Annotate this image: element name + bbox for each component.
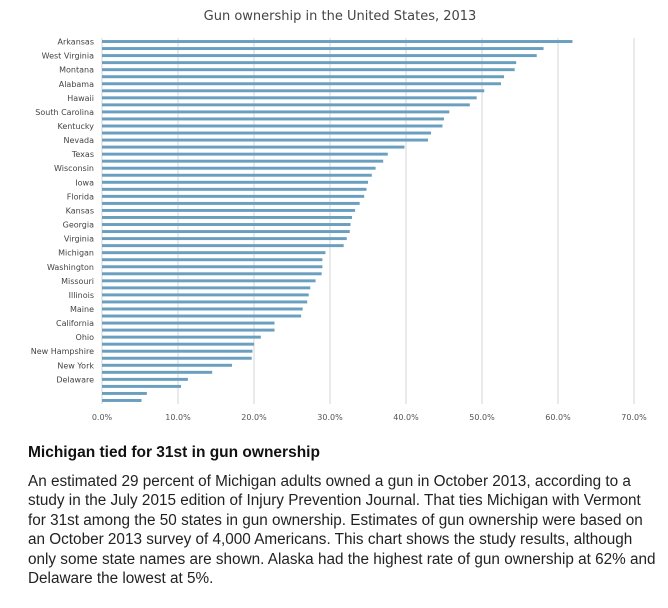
category-label: Washington xyxy=(47,263,94,272)
category-label: California xyxy=(56,319,94,328)
x-tick-label: 10.0% xyxy=(165,413,191,422)
bar xyxy=(102,145,405,149)
bar xyxy=(102,370,213,374)
bar xyxy=(102,244,344,248)
bar xyxy=(102,159,384,163)
x-tick-label: 40.0% xyxy=(393,413,419,422)
bar xyxy=(102,342,254,346)
bar xyxy=(102,300,308,304)
category-label: South Carolina xyxy=(35,108,94,117)
category-label: Missouri xyxy=(61,277,94,286)
bar xyxy=(102,293,309,297)
bar xyxy=(102,286,311,290)
bar xyxy=(102,131,432,135)
bar xyxy=(102,251,326,255)
category-label: Michigan xyxy=(58,249,94,258)
bar xyxy=(102,391,147,395)
x-tick-label: 20.0% xyxy=(241,413,267,422)
bar xyxy=(102,265,323,269)
bar xyxy=(102,103,470,107)
bar xyxy=(102,75,505,79)
category-label: Georgia xyxy=(63,221,94,230)
bar xyxy=(102,96,477,100)
bar xyxy=(102,314,302,318)
bar xyxy=(102,230,350,234)
bar xyxy=(102,356,252,360)
category-label: Ohio xyxy=(76,333,95,342)
bar xyxy=(102,279,316,283)
bar xyxy=(102,328,275,332)
category-label: New Hampshire xyxy=(31,347,94,356)
category-label: Maine xyxy=(70,305,94,314)
category-label: Delaware xyxy=(56,375,94,384)
bar xyxy=(102,194,365,198)
gridlines xyxy=(101,38,635,404)
bar xyxy=(102,54,537,58)
category-label: Alabama xyxy=(59,80,94,89)
category-label: Florida xyxy=(67,192,94,201)
x-tick-label: 50.0% xyxy=(469,413,495,422)
bar xyxy=(102,173,372,177)
bar xyxy=(102,166,376,170)
bar xyxy=(102,180,368,184)
category-label: Iowa xyxy=(75,178,94,187)
bar xyxy=(102,363,232,367)
bar xyxy=(102,321,275,325)
bar xyxy=(102,201,360,205)
bar xyxy=(102,82,501,86)
category-label: Texas xyxy=(71,150,94,159)
category-label: Hawaii xyxy=(67,94,94,103)
bar xyxy=(102,377,188,381)
gun-ownership-chart: Gun ownership in the United States, 2013… xyxy=(31,9,647,422)
bar xyxy=(102,152,388,156)
bar xyxy=(102,258,323,262)
category-label: Wisconsin xyxy=(54,164,94,173)
bar xyxy=(102,110,450,114)
category-label: Montana xyxy=(59,66,94,75)
bar xyxy=(102,138,429,142)
x-tick-label: 60.0% xyxy=(545,413,571,422)
bar xyxy=(102,237,347,241)
x-tick-label: 0.0% xyxy=(92,413,113,422)
category-label: Nevada xyxy=(63,136,94,145)
bar xyxy=(102,307,303,311)
chart-title: Gun ownership in the United States, 2013 xyxy=(204,9,477,24)
bar xyxy=(102,89,485,93)
category-label: West Virginia xyxy=(42,52,94,61)
bars xyxy=(102,40,573,402)
x-axis-ticks: 0.0% 10.0% 20.0% 30.0% 40.0% 50.0% 60.0% 70.0% xyxy=(92,413,647,422)
bar xyxy=(102,216,353,219)
bar xyxy=(102,47,544,51)
category-label: Illinois xyxy=(69,291,94,300)
category-labels: Arkansas West Virginia Montana Alabama Hawai… xyxy=(31,38,95,385)
bar xyxy=(102,40,573,43)
bar xyxy=(102,124,443,128)
bar xyxy=(102,399,142,402)
bar xyxy=(102,187,367,191)
category-label: Kansas xyxy=(66,206,94,215)
category-label: Kentucky xyxy=(57,122,94,131)
article-body: An estimated 29 percent of Michigan adul… xyxy=(28,473,656,588)
x-tick-label: 30.0% xyxy=(317,413,343,422)
bar xyxy=(102,68,515,72)
category-label: New York xyxy=(57,361,94,370)
article: Michigan tied for 31st in gun ownership … xyxy=(28,444,658,588)
bar xyxy=(102,223,351,226)
category-label: Arkansas xyxy=(58,38,94,47)
bar xyxy=(102,349,253,353)
bar xyxy=(102,272,322,276)
x-tick-label: 70.0% xyxy=(621,413,647,422)
bar xyxy=(102,117,444,121)
bar xyxy=(102,335,261,339)
bar xyxy=(102,208,356,212)
bar xyxy=(102,384,182,388)
bar xyxy=(102,61,517,65)
category-label: Virginia xyxy=(64,235,94,244)
article-headline: Michigan tied for 31st in gun ownership xyxy=(28,444,320,461)
